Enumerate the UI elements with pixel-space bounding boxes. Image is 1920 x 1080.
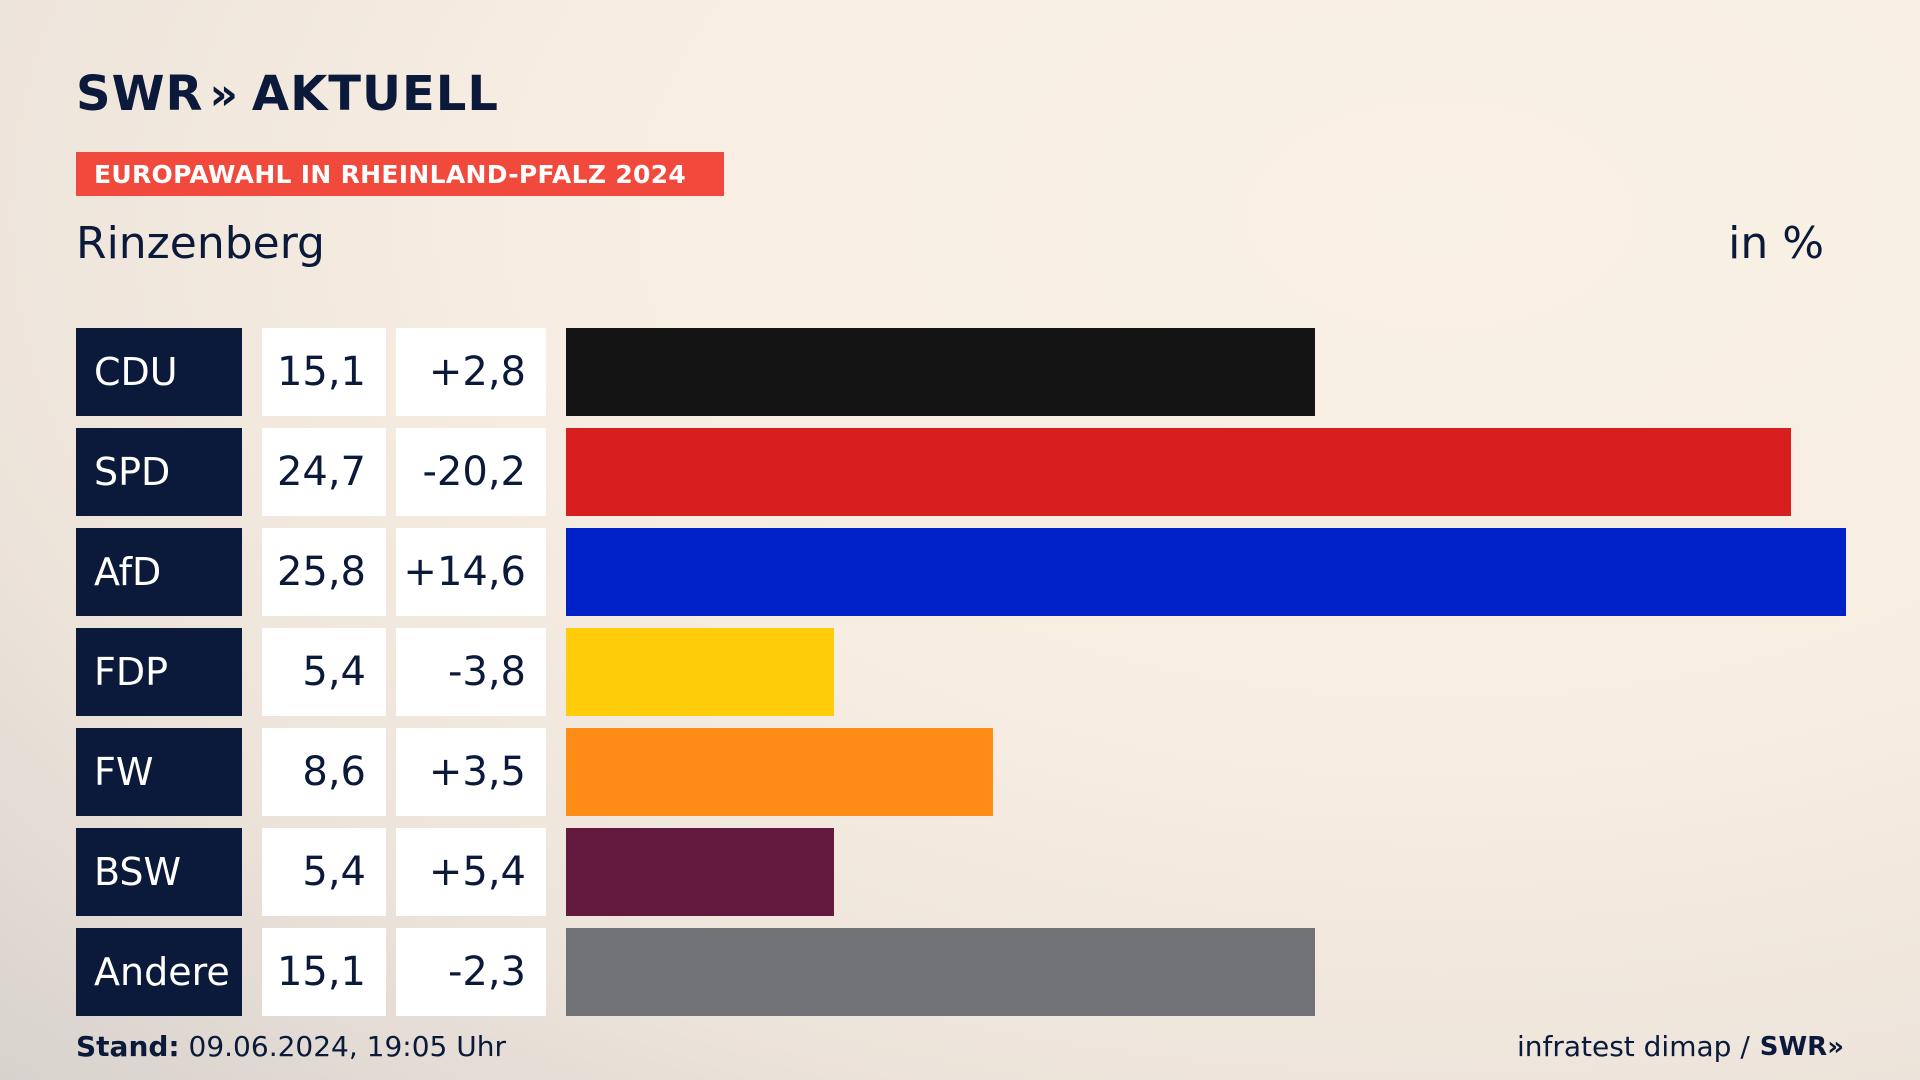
party-label: BSW <box>76 828 242 916</box>
election-banner: EUROPAWAHL IN RHEINLAND-PFALZ 2024 <box>76 152 724 196</box>
bar <box>566 328 1315 416</box>
party-label: FDP <box>76 628 242 716</box>
result-row: SPD 24,7 -20,2 <box>76 428 1876 516</box>
source-brand: SWR» <box>1759 1031 1844 1062</box>
vote-share-label: 8,6 <box>262 728 386 816</box>
vote-share-label: 15,1 <box>262 328 386 416</box>
party-label: SPD <box>76 428 242 516</box>
region-title: Rinzenberg <box>76 218 325 269</box>
bar <box>566 728 993 816</box>
party-label: FW <box>76 728 242 816</box>
logo-chevrons: » <box>209 68 238 120</box>
bar <box>566 628 834 716</box>
result-row: AfD 25,8 +14,6 <box>76 528 1876 616</box>
vote-share-label: 15,1 <box>262 928 386 1016</box>
logo-aktuell: AKTUELL <box>251 66 499 122</box>
result-row: FDP 5,4 -3,8 <box>76 628 1876 716</box>
unit-label: in % <box>1728 218 1824 269</box>
swr-aktuell-logo: SWR » AKTUELL <box>76 66 499 122</box>
result-row: CDU 15,1 +2,8 <box>76 328 1876 416</box>
result-row: BSW 5,4 +5,4 <box>76 828 1876 916</box>
change-label: +5,4 <box>396 828 546 916</box>
stand-label: Stand: <box>76 1030 180 1063</box>
vote-share-label: 5,4 <box>262 828 386 916</box>
result-row: FW 8,6 +3,5 <box>76 728 1876 816</box>
vote-share-label: 25,8 <box>262 528 386 616</box>
result-row: Andere 15,1 -2,3 <box>76 928 1876 1016</box>
party-label: AfD <box>76 528 242 616</box>
source-text: infratest dimap / <box>1516 1030 1750 1063</box>
change-label: +3,5 <box>396 728 546 816</box>
vote-share-label: 24,7 <box>262 428 386 516</box>
change-label: -20,2 <box>396 428 546 516</box>
change-label: -2,3 <box>396 928 546 1016</box>
bar <box>566 828 834 916</box>
party-label: Andere <box>76 928 242 1016</box>
change-label: +2,8 <box>396 328 546 416</box>
bar <box>566 928 1315 1016</box>
party-label: CDU <box>76 328 242 416</box>
vote-share-label: 5,4 <box>262 628 386 716</box>
change-label: +14,6 <box>396 528 546 616</box>
logo-swr: SWR <box>76 66 204 122</box>
bar <box>566 528 1846 616</box>
source-credit: infratest dimap / SWR» <box>1517 1030 1844 1063</box>
stand-value: 09.06.2024, 19:05 Uhr <box>188 1030 506 1063</box>
bar <box>566 428 1791 516</box>
change-label: -3,8 <box>396 628 546 716</box>
timestamp: Stand: 09.06.2024, 19:05 Uhr <box>76 1030 506 1063</box>
